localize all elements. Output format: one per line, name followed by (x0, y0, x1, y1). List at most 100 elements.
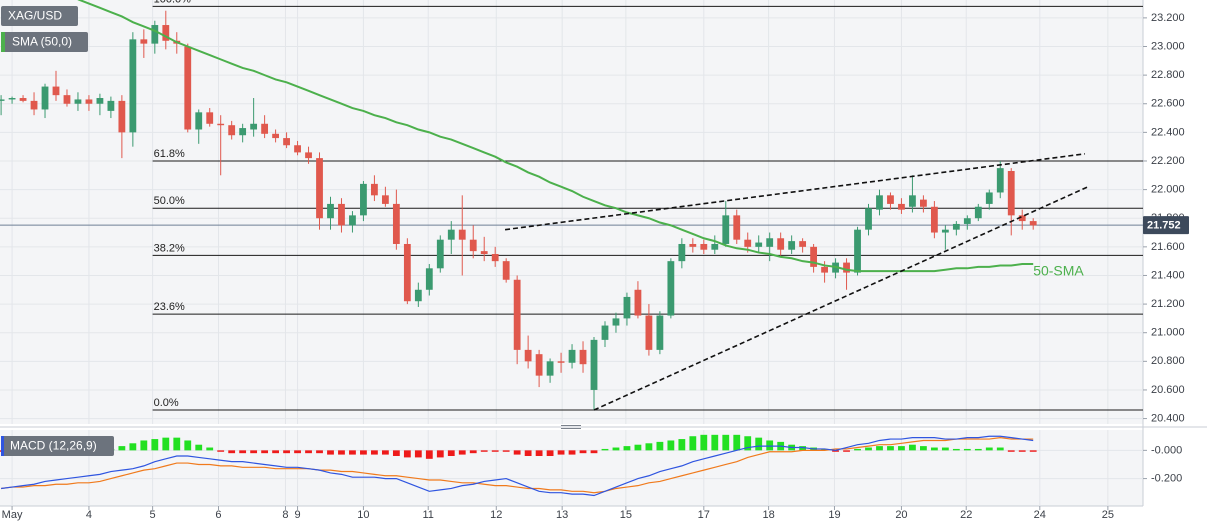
y-tick-label: -0.200 (1151, 472, 1182, 484)
macd-histogram-bar (206, 447, 214, 451)
macd-histogram-bar (371, 450, 378, 455)
candle-body (349, 215, 356, 226)
macd-histogram-bar (689, 436, 697, 451)
candle-body (722, 215, 730, 244)
macd-histogram-bar (338, 450, 345, 455)
trend-line (504, 153, 1085, 231)
candle-body (184, 46, 192, 130)
y-tick-label: 21.200 (1151, 298, 1185, 310)
macd-histogram-bar (634, 444, 642, 451)
fib-label: 23.6% (154, 301, 185, 313)
y-tick-label: 22.800 (1151, 69, 1185, 81)
macd-histogram-bar (821, 448, 828, 451)
y-tick-label: 20.400 (1151, 412, 1185, 424)
candle-body (206, 112, 214, 124)
candle-body (74, 99, 82, 104)
x-tick-label: 22 (960, 509, 972, 521)
macd-histogram-bar (722, 434, 730, 451)
candle-body (887, 195, 894, 204)
fib-label: 61.8% (154, 148, 185, 160)
macd-histogram-bar (744, 436, 752, 451)
legend-box[interactable] (1, 436, 114, 456)
macd-histogram-bar (535, 450, 543, 456)
macd-histogram-bar (568, 450, 576, 455)
candle-body (645, 315, 653, 350)
candle-body (941, 229, 949, 233)
candle-body (140, 39, 148, 44)
legend-box[interactable] (1, 32, 88, 52)
candle-body (19, 98, 27, 101)
candle-body (557, 361, 565, 363)
macd-histogram-bar (162, 437, 170, 451)
candle-body (52, 86, 60, 96)
macd-histogram-bar (414, 450, 422, 458)
candle-body (338, 203, 345, 226)
candle-body (909, 195, 916, 207)
candle-body (403, 243, 411, 302)
candle-body (634, 289, 642, 316)
macd-histogram-bar (799, 446, 807, 451)
candle-body (963, 218, 971, 224)
candle-body (952, 223, 960, 230)
macd-histogram-bar (755, 437, 763, 451)
candle-body (996, 168, 1004, 193)
macd-histogram-bar (579, 450, 587, 454)
macd-histogram-bar (623, 446, 631, 451)
macd-histogram-bar (294, 450, 301, 454)
candle-body (876, 195, 883, 210)
candle-body (546, 361, 554, 376)
macd-histogram-bar (195, 444, 203, 451)
macd-histogram-bar (590, 450, 598, 454)
x-tick-label: 13 (556, 509, 568, 521)
candle-body (85, 99, 93, 104)
macd-histogram-bar (184, 440, 192, 451)
macd-histogram-bar (766, 440, 774, 451)
signal-line (1, 437, 1034, 494)
candle-body (96, 98, 104, 104)
macd-histogram-bar (272, 450, 279, 454)
y-tick-label: 23.000 (1151, 40, 1185, 52)
candle-body (392, 203, 400, 244)
legend-box[interactable] (1, 6, 78, 26)
candle-body (294, 145, 301, 153)
x-tick-label: 15 (620, 509, 632, 521)
macd-histogram-bar (316, 450, 323, 454)
macd-histogram-bar (403, 450, 411, 458)
y-tick-label: 22.400 (1151, 126, 1185, 138)
candle-body (129, 39, 137, 133)
macd-histogram-bar (228, 450, 236, 454)
macd-histogram-bar (151, 439, 159, 451)
fib-label: 38.2% (154, 242, 185, 254)
candle-body (524, 349, 532, 362)
candle-body (316, 158, 323, 219)
candle-body (8, 98, 16, 100)
candle-body (667, 261, 675, 316)
macd-histogram-bar (513, 450, 521, 455)
y-tick-label: 20.800 (1151, 355, 1185, 367)
candle-body (623, 296, 631, 319)
candle-body (777, 238, 785, 250)
trend-line (593, 186, 1089, 411)
fib-label: 0.0% (154, 397, 179, 409)
macd-histogram-bar (261, 450, 269, 454)
candle-body (612, 318, 620, 326)
x-tick-label: May (2, 509, 23, 521)
x-tick-label: 6 (215, 509, 221, 521)
macd-histogram-bar (700, 434, 708, 451)
macd-histogram-bar (711, 434, 719, 451)
candle-body (239, 128, 247, 136)
y-tick-label: 22.600 (1151, 98, 1185, 110)
x-tick-label: 17 (698, 509, 710, 521)
macd-histogram-bar (919, 446, 927, 451)
macd-histogram-bar (601, 448, 609, 451)
y-tick-label: 21.600 (1151, 241, 1185, 253)
candle-body (788, 241, 796, 250)
candle-body (766, 238, 774, 247)
candle-body (458, 229, 466, 240)
candle-body (744, 239, 752, 247)
candle-body (491, 254, 499, 262)
macd-histogram-bar (952, 448, 960, 451)
macd-histogram-bar (832, 450, 839, 452)
candle-body (535, 354, 543, 376)
y-tick-label: 22.000 (1151, 184, 1185, 196)
